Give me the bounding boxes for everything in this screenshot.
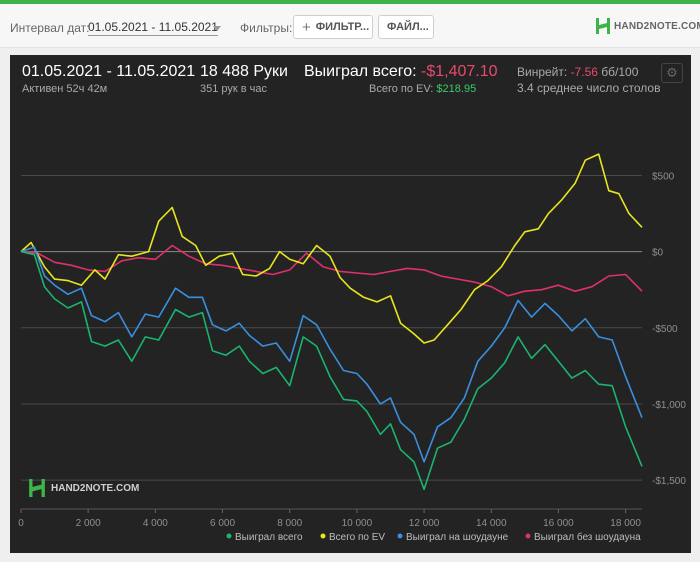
summary-active-time: Активен 52ч 42м: [22, 83, 108, 95]
x-tick-label: 4 000: [143, 518, 168, 529]
legend-label-showdown: Выиграл на шоудауне: [406, 532, 509, 543]
graph-panel: 01.05.2021 - 11.05.2021 Активен 52ч 42м …: [10, 55, 691, 553]
watermark-text: HAND2NOTE.COM: [51, 482, 140, 494]
winrate-unit: бб/100: [601, 65, 639, 79]
series-line-ev: [20, 153, 643, 344]
x-tick-label: 0: [18, 518, 24, 529]
watermark: HAND2NOTE.COM: [29, 479, 139, 497]
winrate-value: -7.56: [570, 65, 598, 79]
logo: HAND2NOTE.COM: [596, 18, 700, 34]
add-filter-label: ФИЛЬТР...: [315, 21, 370, 33]
ev-total-label: Всего по EV:: [369, 83, 434, 95]
gear-icon: ⚙: [666, 65, 678, 80]
chevron-down-icon[interactable]: [213, 26, 221, 31]
top-accent-line: [0, 0, 700, 4]
ev-total-value: $218.95: [436, 83, 477, 95]
x-tick-label: 6 000: [210, 518, 235, 529]
toolbar: Интервал дат: 01.05.2021 - 11.05.2021 Фи…: [0, 4, 700, 48]
legend-marker-total: [226, 533, 232, 539]
won-total-value: -$1,407.10: [421, 63, 498, 80]
legend-label-total: Выиграл всего: [235, 532, 303, 543]
summary-ev-total: Всего по EV: $218.95: [369, 83, 476, 95]
winrate-label: Винрейт:: [517, 65, 568, 79]
h2n-logo-icon: [596, 18, 610, 34]
y-tick-label: $0: [652, 248, 664, 259]
plus-icon: +: [302, 18, 311, 36]
files-button-label: ФАЙЛ...: [387, 21, 429, 33]
y-tick-label: -$500: [652, 324, 678, 335]
summary-hands-per-hour: 351 рук в час: [200, 83, 268, 95]
y-tick-label: $500: [652, 171, 675, 182]
summary-winrate: Винрейт: -7.56 бб/100: [517, 65, 638, 79]
series-line-total: [20, 250, 643, 491]
y-tick-label: -$1,500: [652, 476, 686, 487]
x-tick-label: 12 000: [409, 518, 440, 529]
files-button[interactable]: ФАЙЛ...: [378, 15, 434, 39]
series-line-showdown: [20, 246, 643, 463]
won-total-label: Выиграл всего:: [304, 63, 417, 80]
summary-won-total: Выиграл всего: -$1,407.10: [304, 63, 498, 81]
settings-button[interactable]: ⚙: [661, 63, 683, 83]
legend-marker-ev: [320, 533, 326, 539]
filters-label: Фильтры:: [240, 21, 293, 35]
summary-date-range: 01.05.2021 - 11.05.2021: [22, 63, 196, 80]
summary-hands: 18 488 Руки: [200, 63, 288, 80]
add-filter-button[interactable]: + ФИЛЬТР...: [293, 15, 373, 39]
x-tick-label: 16 000: [543, 518, 574, 529]
x-tick-label: 14 000: [476, 518, 507, 529]
legend-label-ev: Всего по EV: [329, 532, 385, 543]
x-tick-label: 10 000: [342, 518, 373, 529]
watermark-logo-icon: [29, 479, 45, 497]
y-tick-label: -$1,000: [652, 400, 686, 411]
x-tick-label: 18 000: [610, 518, 641, 529]
date-interval-select[interactable]: 01.05.2021 - 11.05.2021: [88, 20, 218, 36]
x-tick-label: 8 000: [277, 518, 302, 529]
series-line-non-showdown: [20, 244, 643, 297]
profit-chart: $500 $0 -$500 -$1,000 -$1,500 0 2 000 4 000 6 00…: [18, 153, 686, 543]
x-tick-label: 2 000: [76, 518, 101, 529]
legend-label-non-showdown: Выиграл без шоудауна: [534, 531, 641, 543]
summary-tables: 3.4 среднее число столов: [517, 81, 661, 95]
logo-text: HAND2NOTE.COM: [614, 20, 700, 32]
legend-marker-showdown: [397, 533, 403, 539]
date-interval-label: Интервал дат:: [10, 21, 90, 35]
legend-marker-non-showdown: [525, 533, 531, 539]
